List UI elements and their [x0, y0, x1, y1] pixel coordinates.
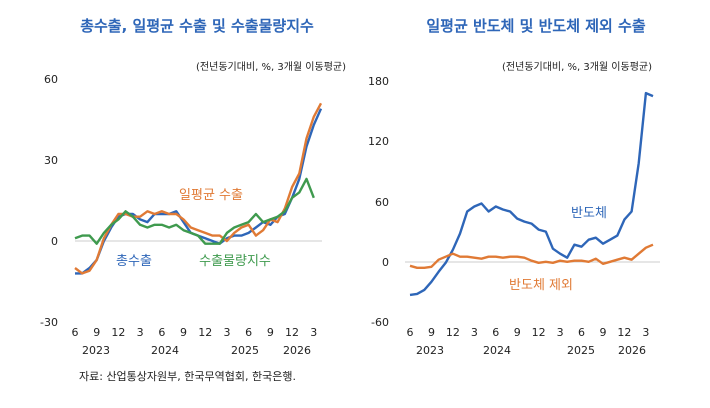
right-series-line-1: [409, 243, 654, 269]
right-x-tick-label: 9: [599, 326, 606, 339]
left-x-tick-label: 3: [223, 326, 230, 339]
right-year-label: 2024: [483, 344, 511, 357]
right-x-tick-label: 3: [471, 326, 478, 339]
right-year-label: 2025: [567, 344, 595, 357]
right-ytick-label: -60: [371, 316, 389, 329]
left-year-label: 2026: [283, 344, 311, 357]
left-x-tick-label: 9: [180, 326, 187, 339]
right-x-tick-label: 6: [492, 326, 499, 339]
left-label-volume-index: 수출물량지수: [199, 254, 271, 269]
left-x-tick-label: 9: [267, 326, 274, 339]
right-x-tick-label: 3: [642, 326, 649, 339]
right-chart: 일평균 반도체 및 반도체 제외 수출 (전년동기대비, %, 3개월 이동평균…: [368, 17, 660, 357]
right-year-label: 2026: [618, 344, 646, 357]
source-note: 자료: 산업통상자원부, 한국무역협회, 한국은행.: [79, 370, 296, 383]
right-series-lines: [409, 91, 654, 297]
right-ytick-label: 0: [382, 256, 389, 269]
right-chart-unit-note: (전년동기대비, %, 3개월 이동평균): [502, 61, 652, 73]
left-label-total-exports: 총수출: [116, 254, 152, 269]
left-x-tick-label: 6: [72, 326, 79, 339]
left-x-tick-label: 6: [158, 326, 165, 339]
left-ytick-label: 0: [51, 235, 58, 248]
left-chart-title: 총수출, 일평균 수출 및 수출물량지수: [80, 17, 314, 35]
right-ytick-label: 180: [368, 75, 389, 88]
left-x-tick-label: 9: [93, 326, 100, 339]
right-x-tick-labels: 6 9 12 3 6 9 12 3 6 9 12 3: [407, 326, 650, 339]
right-ytick-label: 120: [368, 135, 389, 148]
left-label-daily-exports: 일평균 수출: [179, 188, 243, 203]
left-x-tick-label: 12: [198, 326, 212, 339]
right-x-tick-label: 12: [446, 326, 460, 339]
right-label-semiconductor: 반도체: [571, 206, 607, 221]
left-x-tick-label: 6: [245, 326, 252, 339]
left-series-line-2: [74, 177, 315, 245]
left-year-label: 2024: [151, 344, 179, 357]
left-ytick-label: 30: [44, 154, 58, 167]
right-x-tick-label: 12: [532, 326, 546, 339]
left-ytick-label: -30: [40, 316, 58, 329]
left-x-tick-label: 3: [137, 326, 144, 339]
right-label-non-semiconductor: 반도체 제외: [509, 278, 573, 293]
right-x-tick-label: 12: [617, 326, 631, 339]
left-series-line-1: [74, 102, 323, 275]
right-x-tick-label: 6: [578, 326, 585, 339]
left-chart-unit-note: (전년동기대비, %, 3개월 이동평균): [196, 61, 346, 73]
right-x-tick-label: 9: [514, 326, 521, 339]
right-year-label: 2023: [416, 344, 444, 357]
left-ytick-label: 60: [44, 73, 58, 86]
right-x-tick-label: 9: [428, 326, 435, 339]
right-ytick-label: 60: [375, 196, 389, 209]
right-x-tick-label: 6: [407, 326, 414, 339]
right-x-tick-label: 3: [557, 326, 564, 339]
left-chart: 총수출, 일평균 수출 및 수출물량지수 (전년동기대비, %, 3개월 이동평…: [40, 17, 346, 357]
left-year-label: 2023: [82, 344, 110, 357]
left-x-tick-label: 12: [111, 326, 125, 339]
left-x-tick-labels: 6 9 12 3 6 9 12 3 6 9 12 3: [72, 326, 318, 339]
right-chart-title: 일평균 반도체 및 반도체 제외 수출: [426, 17, 646, 35]
right-series-line-0: [409, 91, 654, 297]
left-series-lines: [74, 102, 323, 275]
left-year-label: 2025: [231, 344, 259, 357]
left-x-tick-label: 3: [310, 326, 317, 339]
left-x-tick-label: 12: [285, 326, 299, 339]
